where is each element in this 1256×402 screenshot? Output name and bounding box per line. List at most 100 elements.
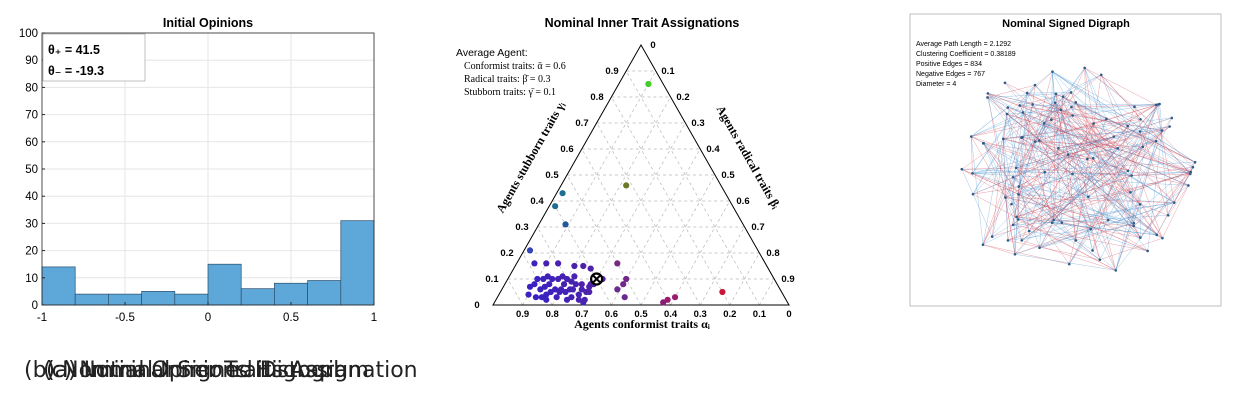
- tick-stubborn: 0: [474, 300, 479, 311]
- grid-line-radical: [551, 96, 671, 306]
- agent-point: [623, 182, 630, 189]
- stat-avg-path: Average Path Length = 2.1292: [916, 41, 1011, 48]
- digraph-node: [1069, 91, 1073, 94]
- digraph-node: [1071, 172, 1074, 176]
- digraph-edge: [1016, 167, 1148, 252]
- agent-point: [660, 299, 667, 306]
- digraph-edge: [1060, 96, 1064, 110]
- digraph-edge: [1003, 119, 1141, 140]
- digraph-edge: [1044, 123, 1189, 186]
- digraph-edge: [1022, 137, 1054, 221]
- tick-radical: 0.2: [676, 92, 689, 103]
- digraph-node: [1138, 130, 1142, 133]
- digraph-edge: [961, 169, 993, 237]
- agent-point: [578, 281, 585, 288]
- histogram-title: Initial Opinions: [163, 16, 253, 30]
- digraph-edge: [987, 93, 1062, 110]
- digraph-edge: [1012, 104, 1033, 178]
- digraph-edge: [1052, 71, 1056, 103]
- digraph-node: [1060, 221, 1064, 225]
- digraph-edge: [1003, 138, 1089, 197]
- tick-conformist: 0.2: [723, 309, 736, 320]
- grid-line-radical: [640, 174, 716, 306]
- histogram-bar: [74, 293, 109, 306]
- tick-radical: 0.5: [721, 170, 735, 181]
- digraph-node: [971, 192, 975, 196]
- digraph-node: [1014, 166, 1018, 170]
- ternary-chart: Nominal Inner Trait Assignations 0000.10…: [456, 16, 795, 331]
- digraph-edge: [983, 142, 1073, 175]
- digraph-edge: [1006, 71, 1053, 115]
- agent-point: [531, 260, 538, 267]
- digraph-node: [1092, 122, 1095, 125]
- digraph-node: [1027, 229, 1031, 233]
- caption-c: (c) Nominal Signed Digraph: [43, 358, 348, 383]
- digraph-edge: [1075, 102, 1131, 193]
- digraph-node: [1059, 108, 1063, 112]
- digraph-edge: [1062, 96, 1089, 197]
- digraph-node: [1011, 223, 1015, 227]
- digraph-edge: [1084, 67, 1135, 224]
- grid-line-conformist: [566, 174, 642, 306]
- tick-stubborn: 0.5: [545, 170, 559, 181]
- digraph-edge: [1052, 71, 1134, 227]
- grid-line-radical: [729, 252, 760, 306]
- histogram-chart: Initial Opinions 0102030405060708090100-…: [19, 16, 377, 324]
- digraph-node: [1038, 246, 1041, 250]
- digraph-edge: [1101, 74, 1128, 127]
- digraph-edge: [987, 93, 1056, 98]
- tick-conformist: 0.4: [664, 309, 678, 320]
- x-tick-label: 0: [205, 312, 211, 324]
- tick-stubborn: 0.1: [485, 274, 499, 285]
- agent-point: [537, 286, 544, 293]
- digraph-node: [1132, 224, 1136, 228]
- digraph-node: [1132, 221, 1136, 225]
- y-tick-label: 70: [25, 110, 38, 122]
- agent-point: [534, 275, 541, 283]
- digraph-edge: [1014, 254, 1116, 271]
- histogram-bar: [207, 263, 242, 306]
- digraph-edge: [1003, 117, 1172, 140]
- digraph-node: [1050, 118, 1053, 122]
- tick-stubborn: 0.8: [590, 92, 603, 103]
- digraph-node: [1005, 112, 1009, 116]
- agent-point: [525, 291, 532, 298]
- digraph-edge: [1018, 172, 1045, 187]
- x-tick-label: 0.5: [283, 312, 299, 324]
- agent-point: [571, 262, 578, 270]
- agent-point: [543, 260, 550, 267]
- y-tick-label: 40: [25, 191, 38, 203]
- histogram-bar: [240, 288, 275, 306]
- ternary-frame: [492, 43, 790, 306]
- caption-b: (b) Nominal Inner Traits Assignation: [24, 358, 418, 383]
- digraph-node: [1160, 129, 1164, 132]
- digraph-edge: [1140, 204, 1169, 216]
- digraph-edge: [1055, 93, 1107, 120]
- digraph-node: [1001, 137, 1005, 141]
- digraph-node: [1141, 145, 1145, 149]
- digraph-edge: [982, 170, 1129, 245]
- digraph-edge: [1167, 185, 1189, 216]
- digraph-node: [1016, 218, 1020, 221]
- agent-point: [623, 275, 630, 283]
- agent-point: [587, 265, 594, 272]
- digraph-edge: [991, 113, 1008, 237]
- digraph-node: [1138, 203, 1142, 206]
- digraph-node: [1052, 218, 1055, 222]
- digraph-edge: [1115, 173, 1191, 271]
- digraph-node: [1193, 160, 1197, 164]
- agent-point: [532, 294, 540, 301]
- agent-point: [526, 247, 534, 254]
- legend-radical: Radical traits: β̄ = 0.3: [464, 74, 551, 85]
- digraph-node: [1033, 140, 1037, 143]
- digraph-node: [1130, 174, 1133, 177]
- digraph-edge: [982, 244, 1016, 255]
- digraph-edge: [1018, 106, 1072, 195]
- digraph-edge: [1062, 96, 1196, 163]
- digraph-edge: [1133, 225, 1157, 236]
- digraph-edge: [1007, 219, 1054, 241]
- digraph-node: [960, 167, 964, 171]
- digraph-edge: [1007, 222, 1062, 241]
- digraph-node: [986, 96, 989, 99]
- digraph-node: [1017, 193, 1020, 196]
